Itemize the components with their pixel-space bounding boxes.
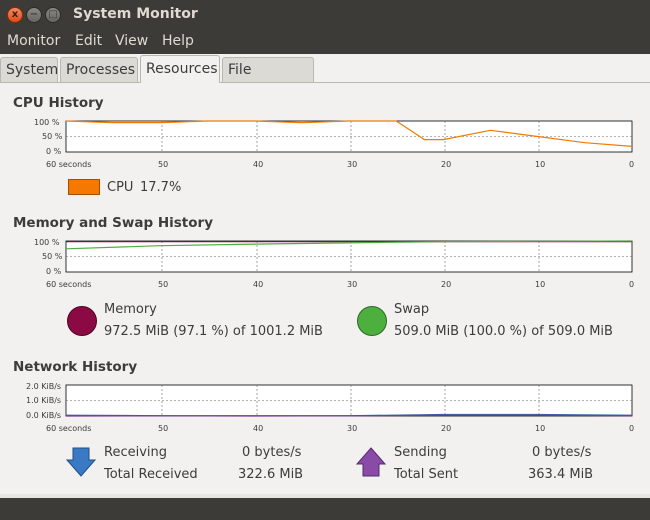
- menu-edit[interactable]: Edit: [75, 33, 103, 49]
- cpu-ytick-100: 100 %: [34, 118, 60, 127]
- cpu-xtick-20: 20: [441, 160, 452, 169]
- total-received-value: 322.6 MiB: [238, 467, 304, 482]
- swap-pie-icon[interactable]: [357, 306, 387, 336]
- mem-ytick-0: 0 %: [46, 267, 62, 276]
- net-ytick-0: 0.0 KiB/s: [26, 411, 61, 420]
- cpu-legend-value: 17.7%: [140, 180, 182, 195]
- window-title: System Monitor: [73, 6, 198, 22]
- sending-value: 0 bytes/s: [532, 445, 592, 460]
- net-xtick-10: 10: [535, 424, 546, 433]
- menu-view[interactable]: View: [115, 33, 149, 49]
- total-sent-value: 363.4 MiB: [528, 467, 594, 482]
- mem-ytick-100: 100 %: [34, 238, 60, 247]
- memory-x-axis: 60 seconds 50 40 30 20 10 0: [0, 280, 650, 292]
- cpu-gridlines: [66, 121, 632, 152]
- title-bar: x − □ System Monitor: [0, 0, 650, 30]
- mem-xtick-10: 10: [535, 280, 546, 289]
- net-ytick-1: 1.0 KiB/s: [26, 396, 61, 405]
- network-history-title: Network History: [13, 359, 138, 375]
- net-xtick-50: 50: [158, 424, 169, 433]
- tab-file-systems[interactable]: File Systems: [222, 57, 314, 102]
- net-xtick-60: 60 seconds: [46, 424, 92, 433]
- cpu-xtick-40: 40: [253, 160, 264, 169]
- memory-history-title: Memory and Swap History: [13, 215, 213, 231]
- sending-series-line: [65, 414, 633, 417]
- receiving-label: Receiving: [104, 445, 168, 460]
- network-gridlines: [66, 385, 632, 416]
- total-received-label: Total Received: [104, 467, 198, 482]
- memory-graph: 100 % 50 % 0 %: [34, 238, 633, 276]
- swap-label: Swap: [394, 302, 430, 317]
- cpu-xtick-0: 0: [629, 160, 635, 169]
- sending-arrow-icon[interactable]: [356, 446, 386, 478]
- net-xtick-0: 0: [629, 424, 635, 433]
- mem-xtick-30: 30: [347, 280, 358, 289]
- net-xtick-40: 40: [253, 424, 264, 433]
- close-button[interactable]: x: [7, 7, 23, 23]
- cpu-xtick-50: 50: [158, 160, 169, 169]
- mem-xtick-60: 60 seconds: [46, 280, 92, 289]
- memory-value: 972.5 MiB (97.1 %) of 1001.2 MiB: [104, 324, 323, 339]
- network-plot-area: [65, 384, 633, 417]
- menu-help[interactable]: Help: [162, 33, 194, 49]
- cpu-series-line: [65, 120, 633, 147]
- cpu-ytick-0: 0 %: [46, 147, 62, 156]
- memory-pie-icon[interactable]: [67, 306, 97, 336]
- net-ytick-2: 2.0 KiB/s: [26, 382, 61, 391]
- cpu-graph: 100 % 50 % 0 %: [34, 118, 633, 156]
- resources-panel: CPU History 100 % 50 % 0 % 60 seconds 50…: [0, 82, 650, 494]
- memory-label: Memory: [104, 302, 157, 317]
- net-xtick-20: 20: [441, 424, 452, 433]
- mem-ytick-50: 50 %: [42, 252, 63, 261]
- tab-resources[interactable]: Resources: [140, 55, 220, 83]
- swap-value: 509.0 MiB (100.0 %) of 509.0 MiB: [394, 324, 613, 339]
- cpu-xtick-60: 60 seconds: [46, 160, 92, 169]
- maximize-button[interactable]: □: [45, 7, 61, 23]
- minimize-icon: −: [29, 9, 39, 20]
- minimize-button[interactable]: −: [26, 7, 42, 23]
- menu-bar: Monitor Edit View Help: [0, 30, 650, 54]
- total-sent-label: Total Sent: [394, 467, 459, 482]
- network-graph: 2.0 KiB/s 1.0 KiB/s 0.0 KiB/s: [26, 382, 633, 420]
- tab-system[interactable]: System: [0, 57, 58, 83]
- cpu-xtick-10: 10: [535, 160, 546, 169]
- mem-xtick-40: 40: [253, 280, 264, 289]
- cpu-xtick-30: 30: [347, 160, 358, 169]
- cpu-legend-label: CPU: [107, 180, 134, 195]
- swap-series-line: [65, 240, 633, 250]
- receiving-value: 0 bytes/s: [242, 445, 302, 460]
- receiving-arrow-icon[interactable]: [66, 446, 96, 478]
- maximize-icon: □: [48, 9, 58, 20]
- tab-processes[interactable]: Processes: [60, 57, 138, 83]
- cpu-history-title: CPU History: [13, 95, 104, 111]
- mem-xtick-50: 50: [158, 280, 169, 289]
- cpu-color-swatch[interactable]: [68, 179, 100, 195]
- close-icon: x: [11, 9, 19, 20]
- mem-xtick-20: 20: [441, 280, 452, 289]
- menu-monitor[interactable]: Monitor: [7, 33, 61, 49]
- window-bottom-edge: [0, 494, 650, 520]
- sending-label: Sending: [394, 445, 447, 460]
- cpu-ytick-50: 50 %: [42, 132, 63, 141]
- net-xtick-30: 30: [347, 424, 358, 433]
- network-x-axis: 60 seconds 50 40 30 20 10 0: [0, 424, 650, 436]
- mem-xtick-0: 0: [629, 280, 635, 289]
- cpu-x-axis: 60 seconds 50 40 30 20 10 0: [0, 160, 650, 172]
